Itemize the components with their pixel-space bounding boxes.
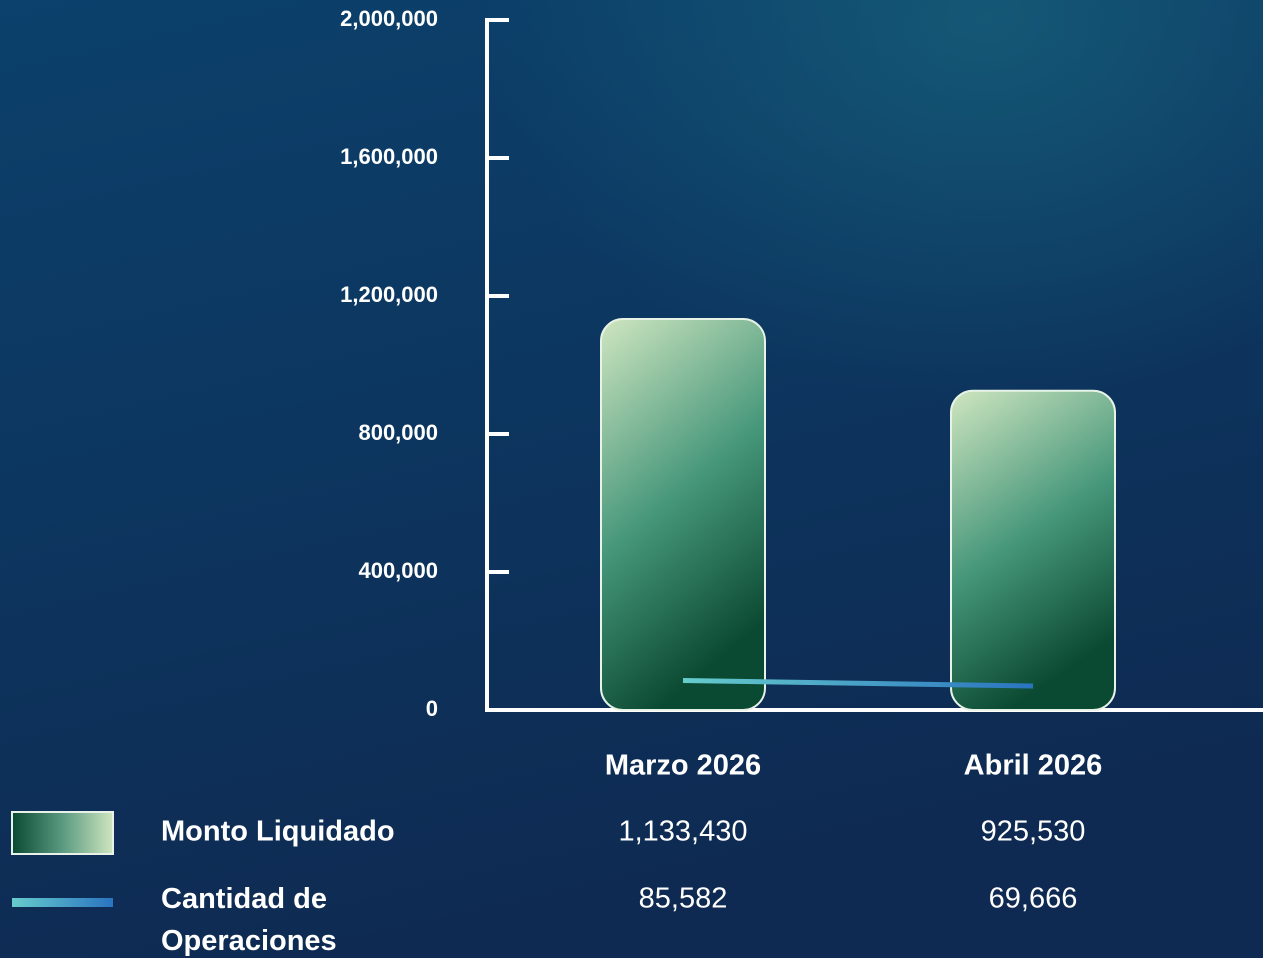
y-tick-label: 800,000 [358, 420, 438, 445]
legend-swatch-line [12, 898, 113, 907]
value-label: 925,530 [981, 816, 1086, 848]
category-label: Marzo 2026 [605, 750, 761, 782]
value-label: 69,666 [989, 883, 1078, 915]
value-label: 85,582 [639, 883, 728, 915]
y-tick-label: 2,000,000 [340, 6, 438, 31]
y-tick-label: 400,000 [358, 558, 438, 583]
category-label: Abril 2026 [964, 750, 1103, 782]
y-tick-label: 0 [426, 696, 438, 721]
value-label: 1,133,430 [618, 816, 747, 848]
legend-label: Cantidad de Operaciones [161, 883, 337, 957]
line [682, 677, 1034, 689]
legend-label: Monto Liquidado [161, 816, 395, 848]
legend-label-box: Cantidad de Operaciones [161, 883, 337, 957]
y-tick-label: 1,200,000 [340, 282, 438, 307]
y-tick-label: 1,600,000 [340, 144, 438, 169]
bar [950, 389, 1116, 711]
legend-swatch-bar [11, 811, 114, 855]
bar [600, 317, 766, 711]
